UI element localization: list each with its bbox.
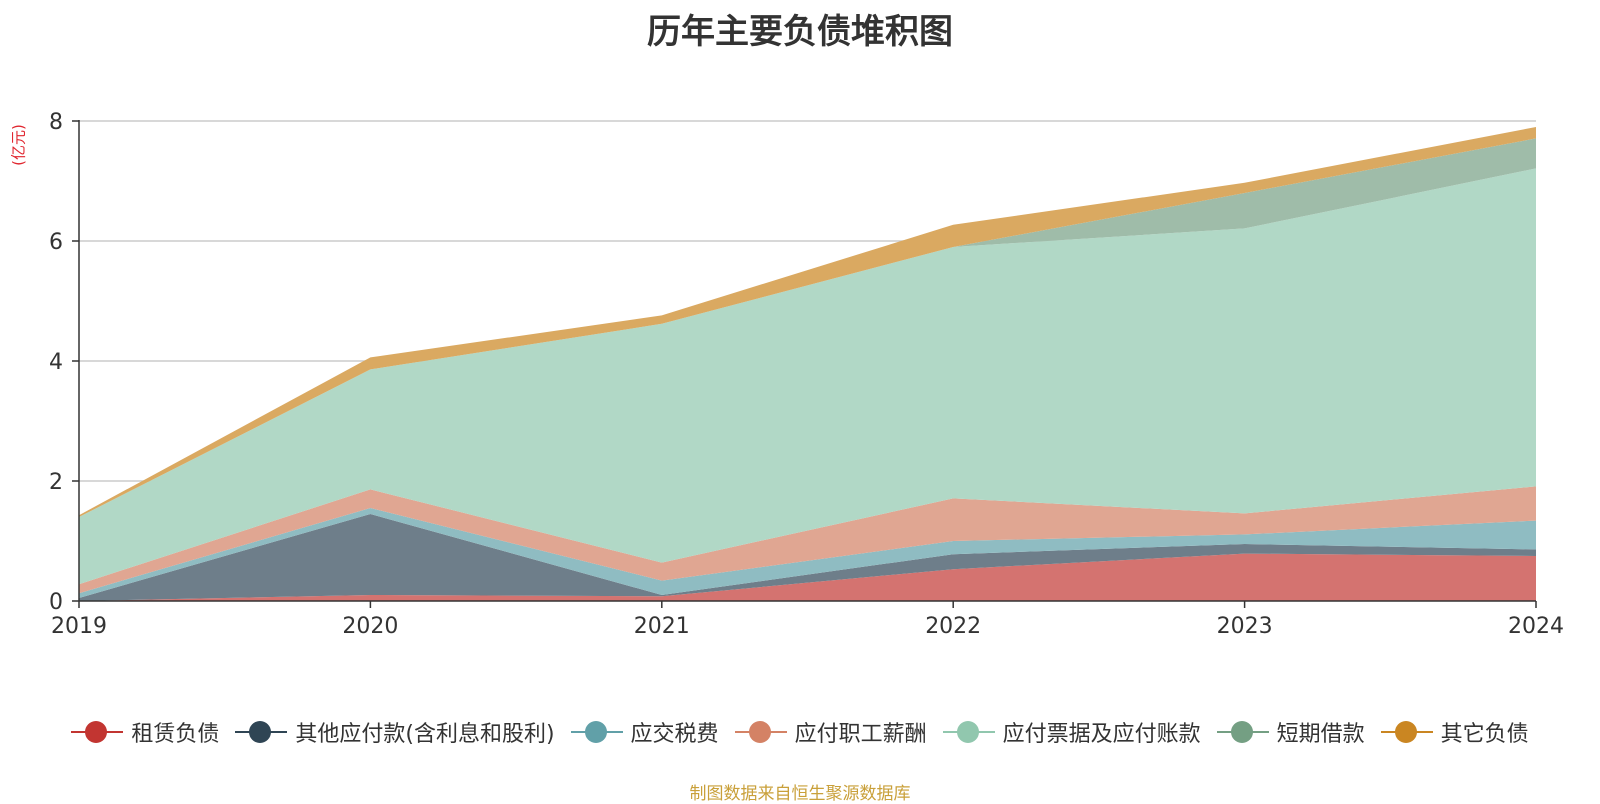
- area-series-2: [79, 514, 1536, 601]
- legend-label: 短期借款: [1276, 722, 1365, 747]
- legend-label: 其他应付款(含利息和股利): [295, 722, 555, 747]
- x-tick-label: 2023: [1217, 614, 1273, 639]
- legend-marker-icon: [71, 720, 124, 744]
- y-tick-label: 0: [49, 590, 63, 615]
- y-tick-label: 4: [49, 350, 63, 375]
- legend-label: 其它负债: [1440, 722, 1529, 747]
- area-series-1: [79, 553, 1536, 601]
- legend-marker-icon: [1216, 720, 1269, 744]
- legend-label: 应付票据及应付账款: [1002, 722, 1201, 747]
- area-series-3: [79, 508, 1536, 598]
- x-tick-label: 2020: [342, 614, 398, 639]
- area-series-4: [79, 486, 1536, 594]
- x-tick-label: 2022: [925, 614, 981, 639]
- legend-item-5[interactable]: 应付票据及应付账款: [942, 716, 1201, 748]
- legend-item-7[interactable]: 其它负债: [1380, 716, 1529, 748]
- y-tick-label: 2: [49, 470, 63, 495]
- legend-item-2[interactable]: 其他应付款(含利息和股利): [235, 716, 555, 748]
- legend-marker-icon: [942, 720, 995, 744]
- legend-label: 应交税费: [630, 722, 719, 747]
- chart-title: 历年主要负债堆积图: [647, 12, 953, 52]
- legend-marker-icon: [235, 720, 288, 744]
- legend-marker-icon: [570, 720, 623, 744]
- legend-label: 应付职工薪酬: [794, 722, 927, 747]
- chart-legend: 租赁负债 其他应付款(含利息和股利) 应交税费 应付职工薪酬 应付票据及应付账款 短期借款…: [0, 716, 1600, 748]
- x-tick-label: 2019: [51, 614, 107, 639]
- area-series-5: [79, 168, 1536, 585]
- y-tick-label: 6: [49, 230, 63, 255]
- legend-item-3[interactable]: 应交税费: [570, 716, 719, 748]
- data-source-note: 制图数据来自恒生聚源数据库: [689, 784, 911, 804]
- legend-item-1[interactable]: 租赁负债: [71, 716, 219, 748]
- area-series-6: [79, 138, 1536, 517]
- legend-item-4[interactable]: 应付职工薪酬: [734, 716, 927, 748]
- legend-marker-icon: [1380, 720, 1433, 744]
- legend-label: 租赁负债: [131, 722, 220, 747]
- legend-marker-icon: [734, 720, 787, 744]
- stacked-area-chart: 0 2 4 6 8 2019 2020 2021 2022 2023 2024: [49, 110, 1564, 639]
- x-tick-label: 2024: [1508, 614, 1564, 639]
- y-tick-label: 8: [49, 110, 63, 135]
- x-tick-label: 2021: [634, 614, 690, 639]
- legend-item-6[interactable]: 短期借款: [1216, 716, 1365, 748]
